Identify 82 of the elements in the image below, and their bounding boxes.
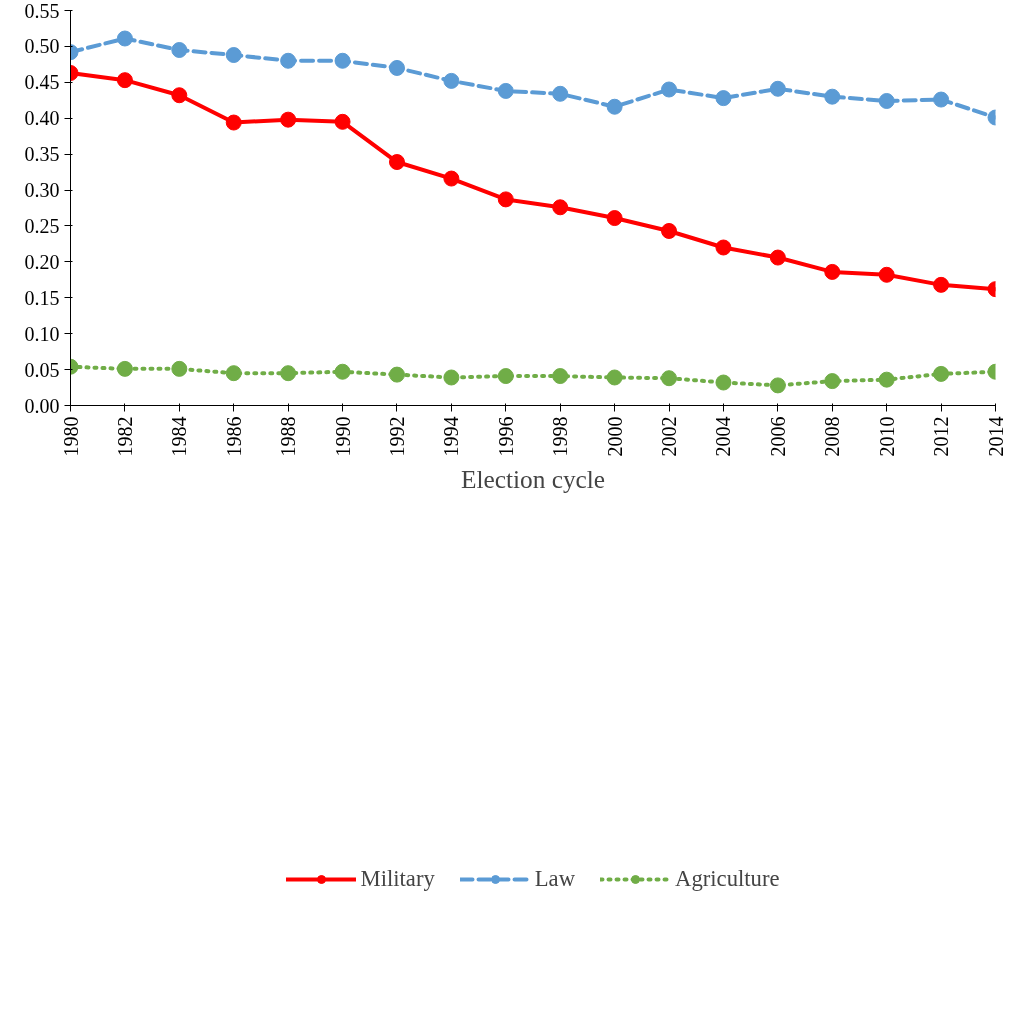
point <box>388 59 405 76</box>
point <box>715 239 732 256</box>
point <box>225 114 242 131</box>
point <box>878 266 895 283</box>
point <box>443 72 460 89</box>
point <box>769 377 786 394</box>
legend-label: Agriculture <box>675 865 780 892</box>
y-tick-label: 0.50 <box>24 35 60 58</box>
point <box>606 210 623 227</box>
point <box>933 91 950 108</box>
point <box>878 93 895 109</box>
point <box>824 263 841 280</box>
point <box>769 80 786 97</box>
point <box>280 52 297 69</box>
point <box>497 191 514 208</box>
point <box>606 98 623 115</box>
point <box>497 82 514 99</box>
y-tick-label: 0.20 <box>24 250 60 273</box>
y-tick-label: 0.10 <box>24 322 60 345</box>
point <box>443 369 460 386</box>
point <box>116 30 133 47</box>
point <box>824 88 841 105</box>
x-tick-label: 2008 <box>821 416 844 457</box>
point <box>443 170 460 187</box>
point <box>552 85 569 102</box>
point <box>824 373 841 390</box>
point <box>388 154 405 171</box>
x-tick-label: 2002 <box>658 416 681 457</box>
point <box>552 368 569 385</box>
point <box>116 72 133 89</box>
x-tick-label: 2010 <box>875 416 898 457</box>
y-tick-label: 0.35 <box>24 143 60 166</box>
point <box>933 365 950 382</box>
x-tick-label: 1988 <box>277 416 300 457</box>
point <box>769 249 786 266</box>
legend-label: Military <box>360 865 435 892</box>
x-tick-label: 2000 <box>603 416 626 457</box>
legend-label: Law <box>534 865 576 892</box>
y-tick-label: 0.25 <box>24 214 60 237</box>
point <box>334 113 351 130</box>
x-tick-label: 1996 <box>494 416 517 457</box>
point <box>116 360 133 377</box>
point <box>552 199 569 216</box>
point <box>933 276 950 293</box>
y-tick-label: 0.15 <box>24 286 60 309</box>
y-tick-label: 0.05 <box>24 358 60 381</box>
y-tick-label: 0.00 <box>24 394 60 417</box>
point <box>388 366 405 383</box>
point <box>606 369 623 386</box>
point <box>171 87 188 104</box>
point <box>661 370 678 387</box>
x-tick-label: 1986 <box>222 416 245 457</box>
point <box>225 47 242 64</box>
x-tick-label: 1990 <box>331 416 354 457</box>
x-axis-title: Election cycle <box>460 464 606 493</box>
x-tick-label: 1982 <box>113 416 136 457</box>
point <box>171 42 188 58</box>
point <box>715 374 732 391</box>
x-tick-label: 2012 <box>930 416 953 457</box>
x-tick-label: 2004 <box>712 416 735 457</box>
x-tick-label: 1994 <box>440 416 463 457</box>
point <box>661 223 678 239</box>
y-tick-label: 0.45 <box>24 71 60 94</box>
point <box>171 360 188 377</box>
point <box>661 81 678 98</box>
point <box>280 111 297 128</box>
x-tick-label: 2014 <box>984 416 1007 457</box>
y-tick-label: 0.30 <box>24 179 60 202</box>
point <box>497 368 514 385</box>
point <box>225 365 242 382</box>
y-tick-label: 0.55 <box>24 0 60 22</box>
x-tick-label: 1980 <box>59 416 82 457</box>
point <box>715 90 732 107</box>
x-tick-label: 1998 <box>549 416 572 457</box>
y-tick-label: 0.40 <box>24 107 60 130</box>
point <box>878 371 895 388</box>
x-tick-label: 2006 <box>766 416 789 457</box>
x-tick-label: 1992 <box>385 416 408 457</box>
point <box>334 52 351 69</box>
point <box>334 363 351 380</box>
point <box>280 365 297 382</box>
x-tick-label: 1984 <box>168 416 191 457</box>
